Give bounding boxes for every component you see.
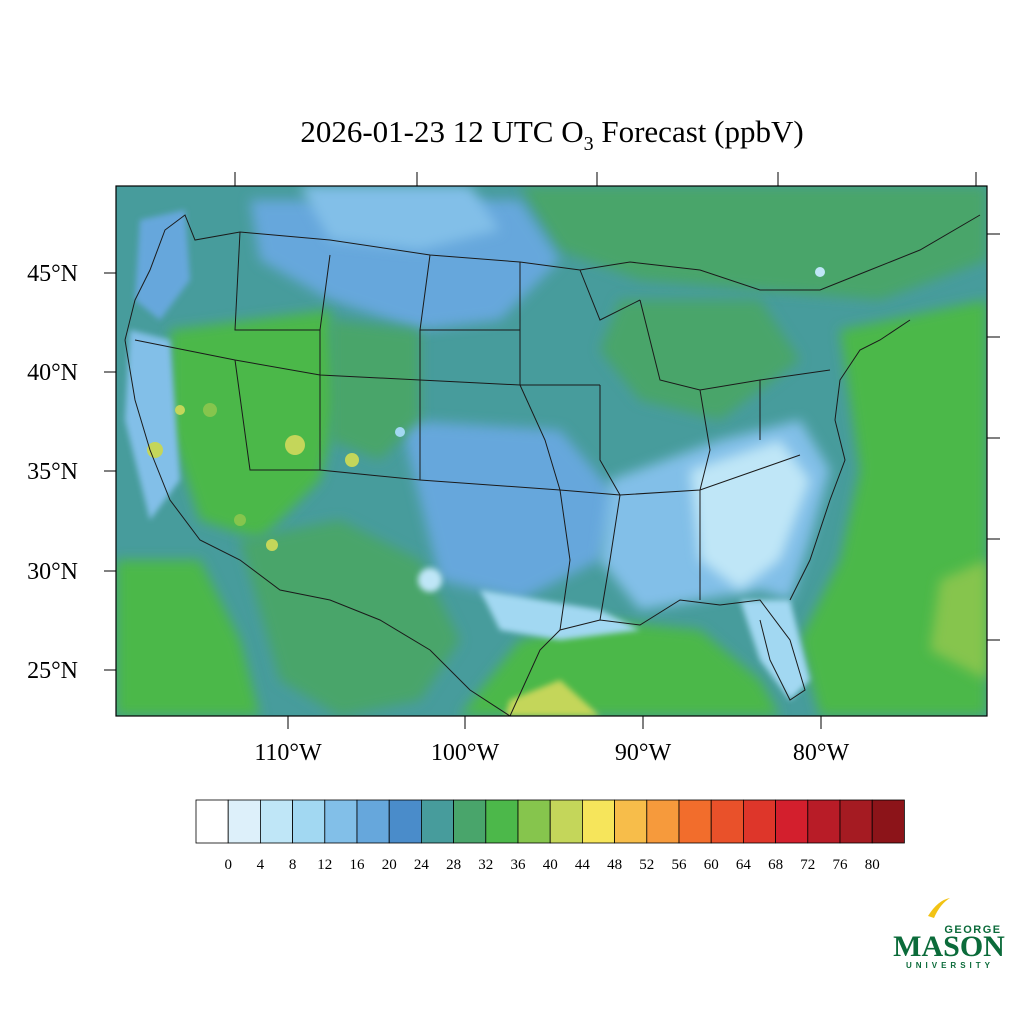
colorbar-label: 28 xyxy=(446,857,461,873)
lon-label-90: 90°W xyxy=(615,740,672,766)
colorbar-swatch xyxy=(775,799,809,844)
colorbar-label: 60 xyxy=(704,857,719,873)
colorbar-label: 16 xyxy=(350,857,366,873)
colorbar-swatch xyxy=(517,799,551,844)
colorbar-label: 32 xyxy=(478,857,493,873)
colorbar-swatch xyxy=(614,799,648,844)
lat-label-30: 30°N xyxy=(27,559,78,585)
colorbar-label: 68 xyxy=(768,857,783,873)
colorbar-label: 8 xyxy=(289,857,297,873)
colorbar-label: 4 xyxy=(257,857,265,873)
lat-label-45: 45°N xyxy=(27,261,78,287)
axis-ticks xyxy=(104,172,1000,729)
logo-main-word: MASON xyxy=(893,930,1005,963)
colorbar-label: 24 xyxy=(414,857,430,873)
colorbar-swatch xyxy=(195,799,229,844)
colorbar-label: 56 xyxy=(672,857,688,873)
logo-flame-icon xyxy=(928,898,950,918)
colorbar-swatch xyxy=(292,799,326,844)
colorbar-swatch xyxy=(549,799,583,844)
colorbar-swatch xyxy=(743,799,777,844)
latitude-labels: 45°N 40°N 35°N 30°N 25°N xyxy=(27,261,78,684)
colorbar-swatch xyxy=(485,799,519,844)
colorbar-swatch xyxy=(710,799,744,844)
logo-bottom-word: UNIVERSITY xyxy=(906,961,994,970)
colorbar-swatch xyxy=(227,799,261,844)
colorbar: 0 4 8 12 16 20 24 28 32 36 40 44 48 52 56 60 64 68 72 76 80 xyxy=(195,799,905,873)
colorbar-swatch xyxy=(324,799,358,844)
lat-label-25: 25°N xyxy=(27,658,78,684)
colorbar-swatch xyxy=(582,799,616,844)
lon-label-110: 110°W xyxy=(254,740,322,766)
colorbar-swatch xyxy=(678,799,712,844)
colorbar-label: 76 xyxy=(833,857,849,873)
colorbar-swatch xyxy=(388,799,422,844)
lon-label-80: 80°W xyxy=(793,740,850,766)
colorbar-swatch xyxy=(259,799,293,844)
colorbar-label: 36 xyxy=(511,857,527,873)
colorbar-label: 40 xyxy=(543,857,558,873)
colorbar-swatch xyxy=(871,799,905,844)
colorbar-label: 72 xyxy=(800,857,815,873)
colorbar-label: 20 xyxy=(382,857,397,873)
gmu-logo: GEORGE MASON UNIVERSITY xyxy=(893,898,1005,970)
logo-top-word: GEORGE xyxy=(944,924,1001,936)
colorbar-label: 48 xyxy=(607,857,622,873)
colorbar-label: 64 xyxy=(736,857,752,873)
colorbar-swatch xyxy=(646,799,680,844)
colorbar-swatch xyxy=(356,799,390,844)
colorbar-swatch xyxy=(839,799,873,844)
colorbar-swatch xyxy=(453,799,487,844)
longitude-labels: 110°W 100°W 90°W 80°W xyxy=(254,740,849,766)
ozone-map xyxy=(115,185,988,717)
chart-title: 2026-01-23 12 UTC O3 Forecast (ppbV) xyxy=(300,114,803,155)
colorbar-label: 80 xyxy=(865,857,880,873)
colorbar-label: 0 xyxy=(224,857,232,873)
colorbar-label: 44 xyxy=(575,857,591,873)
colorbar-label: 52 xyxy=(639,857,654,873)
lat-label-35: 35°N xyxy=(27,459,78,485)
lon-label-100: 100°W xyxy=(431,740,500,766)
colorbar-swatch xyxy=(807,799,841,844)
colorbar-swatch xyxy=(420,799,454,844)
colorbar-label: 12 xyxy=(317,857,332,873)
lat-label-40: 40°N xyxy=(27,360,78,386)
